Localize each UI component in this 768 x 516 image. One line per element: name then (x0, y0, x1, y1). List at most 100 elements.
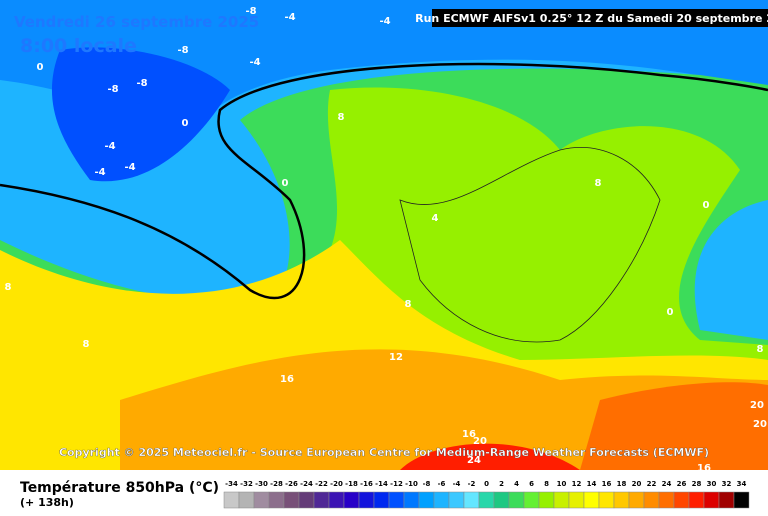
cold-core (51, 47, 230, 182)
scale-label: -10 (405, 480, 418, 488)
scale-swatch (628, 491, 645, 509)
heat-core (580, 382, 768, 470)
scale-swatch (433, 491, 450, 509)
contour-label: 8 (757, 344, 764, 355)
scale-swatch (643, 491, 660, 509)
scale-label: -12 (390, 480, 403, 488)
scale-label: 34 (737, 480, 747, 488)
scale-label: -28 (270, 480, 283, 488)
contour-label: 0 (37, 62, 44, 73)
contour-label: 0 (282, 178, 289, 189)
contour-label: 20 (753, 419, 767, 430)
scale-label: -24 (300, 480, 313, 488)
scale-swatch (493, 491, 510, 509)
contour-label: -4 (379, 16, 390, 27)
scale-swatch (673, 491, 690, 509)
scale-swatch (313, 491, 330, 509)
contour-label: 0 (182, 118, 189, 129)
scale-swatch (418, 491, 435, 509)
contour-label: -4 (94, 167, 105, 178)
scale-swatch (253, 491, 270, 509)
scale-label: 26 (677, 480, 687, 488)
scale-label: 16 (602, 480, 612, 488)
scale-swatch (268, 491, 285, 509)
contour-label: 20 (473, 436, 487, 447)
scale-label: -4 (453, 480, 461, 488)
forecast-date: Vendredi 26 septembre 2025 (14, 13, 259, 31)
scale-label: 10 (557, 480, 567, 488)
scale-swatch (568, 491, 585, 509)
scale-swatch (538, 491, 555, 509)
contour-label: 8 (405, 299, 412, 310)
scale-label: 24 (662, 480, 672, 488)
scale-label: -14 (375, 480, 388, 488)
scale-label: -26 (285, 480, 298, 488)
contour-label: 16 (280, 374, 294, 385)
scale-label: 6 (529, 480, 534, 488)
scale-label: -18 (345, 480, 358, 488)
contour-label: -8 (245, 6, 256, 17)
scale-swatch (388, 491, 405, 509)
scale-label: 28 (692, 480, 702, 488)
contour-label: 8 (5, 282, 12, 293)
scale-swatch (523, 491, 540, 509)
scale-label: -34 (225, 480, 238, 488)
scale-swatch (403, 491, 420, 509)
contour-label: 8 (338, 112, 345, 123)
scale-swatch (223, 491, 240, 509)
contour-label: -8 (107, 84, 118, 95)
scale-label: -2 (468, 480, 476, 488)
zero-isotherm (0, 62, 768, 300)
scale-swatch (328, 491, 345, 509)
contour-label: 4 (432, 213, 439, 224)
copyright: Copyright © 2025 Meteociel.fr - Source E… (59, 446, 709, 459)
contour-label: 8 (595, 178, 602, 189)
contour-label: 12 (389, 352, 403, 363)
scale-swatch (373, 491, 390, 509)
scale-swatch (238, 491, 255, 509)
contour-label: -4 (124, 162, 135, 173)
scale-swatch (718, 491, 735, 509)
scale-swatch (688, 491, 705, 509)
contour-label: 16 (462, 429, 476, 440)
scale-swatch (733, 491, 750, 509)
scale-label: 22 (647, 480, 657, 488)
scale-label: 30 (707, 480, 717, 488)
run-banner (432, 9, 768, 27)
scale-swatch (478, 491, 495, 509)
coastline (399, 147, 661, 343)
contour-label: -4 (249, 57, 260, 68)
run-info: Run ECMWF AIFSv1 0.25° 12 Z du Samedi 20… (415, 12, 768, 25)
scale-label: 0 (484, 480, 489, 488)
contour-label: -4 (284, 12, 295, 23)
scale-swatch (613, 491, 630, 509)
contour-label: -8 (136, 78, 147, 89)
scale-swatch (703, 491, 720, 509)
scale-swatch (598, 491, 615, 509)
scale-label: -16 (360, 480, 373, 488)
scale-swatch (298, 491, 315, 509)
scale-swatch (508, 491, 525, 509)
scale-label: -6 (438, 480, 446, 488)
field-title: Température 850hPa (°C) (20, 480, 219, 496)
scale-label: -32 (240, 480, 253, 488)
scale-label: -8 (423, 480, 431, 488)
scale-swatch (583, 491, 600, 509)
scale-swatch (283, 491, 300, 509)
scale-label: 8 (544, 480, 549, 488)
scale-label: 2 (499, 480, 504, 488)
contour-label: 0 (703, 200, 710, 211)
scale-label: 18 (617, 480, 627, 488)
scale-label: 32 (722, 480, 732, 488)
scale-swatch (553, 491, 570, 509)
contour-label: 24 (467, 455, 481, 466)
scale-label: 4 (514, 480, 519, 488)
scale-swatch (448, 491, 465, 509)
contour-label: -8 (177, 45, 188, 56)
scale-swatch (358, 491, 375, 509)
scale-label: -20 (330, 480, 343, 488)
scale-label: 12 (572, 480, 582, 488)
contour-label: 0 (667, 307, 674, 318)
contour-label: -4 (104, 141, 115, 152)
